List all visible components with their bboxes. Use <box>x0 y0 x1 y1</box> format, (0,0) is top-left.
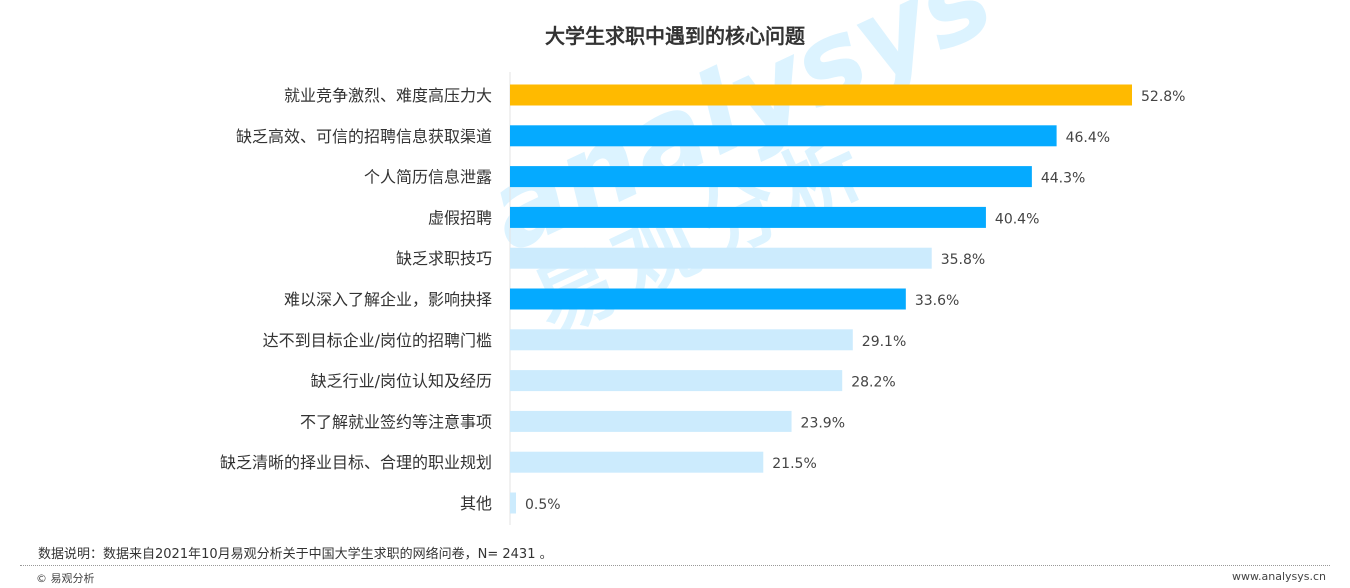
bar <box>510 288 906 310</box>
bar <box>510 206 986 228</box>
data-label: 23.9% <box>801 415 845 431</box>
data-label: 35.8% <box>941 252 985 268</box>
bar <box>510 329 853 351</box>
bar <box>510 410 792 432</box>
data-label: 44.3% <box>1041 171 1085 187</box>
data-label: 33.6% <box>915 293 959 309</box>
data-note: 数据说明：数据来自2021年10月易观分析关于中国大学生求职的网络问卷，N= 2… <box>38 547 553 562</box>
bar <box>510 247 932 269</box>
chart-title: 大学生求职中遇到的核心问题 <box>545 24 805 48</box>
bar <box>510 166 1032 188</box>
bar <box>510 84 1132 106</box>
data-label: 46.4% <box>1066 130 1110 146</box>
bar <box>510 370 843 392</box>
data-label: 28.2% <box>851 375 895 391</box>
category-label: 缺乏行业/岗位认知及经历 <box>311 372 492 391</box>
category-label: 缺乏清晰的择业目标、合理的职业规划 <box>220 453 492 472</box>
copyright: © 易观分析 <box>36 572 95 585</box>
bar <box>510 451 764 473</box>
bar <box>510 492 516 514</box>
category-label: 缺乏高效、可信的招聘信息获取渠道 <box>236 127 492 146</box>
bar <box>510 125 1057 147</box>
category-label: 虚假招聘 <box>428 208 492 227</box>
site-url[interactable]: www.analysys.cn <box>1232 570 1326 583</box>
data-label: 40.4% <box>995 211 1039 227</box>
bar-chart: 就业竞争激烈、难度高压力大 52.8% 缺乏高效、可信的招聘信息获取渠道 46.4% 个… <box>220 72 1185 525</box>
footer-divider <box>20 565 1330 566</box>
category-label: 缺乏求职技巧 <box>396 249 492 268</box>
category-label: 其他 <box>460 494 492 513</box>
data-label: 0.5% <box>525 497 561 513</box>
category-label: 不了解就业签约等注意事项 <box>300 412 492 431</box>
category-label: 就业竞争激烈、难度高压力大 <box>284 86 492 105</box>
data-label: 21.5% <box>772 456 816 472</box>
category-label: 达不到目标企业/岗位的招聘门槛 <box>263 331 492 350</box>
category-label: 个人简历信息泄露 <box>364 168 492 187</box>
data-label: 29.1% <box>862 334 906 350</box>
data-label: 52.8% <box>1141 89 1185 105</box>
category-label: 难以深入了解企业，影响抉择 <box>284 290 492 309</box>
